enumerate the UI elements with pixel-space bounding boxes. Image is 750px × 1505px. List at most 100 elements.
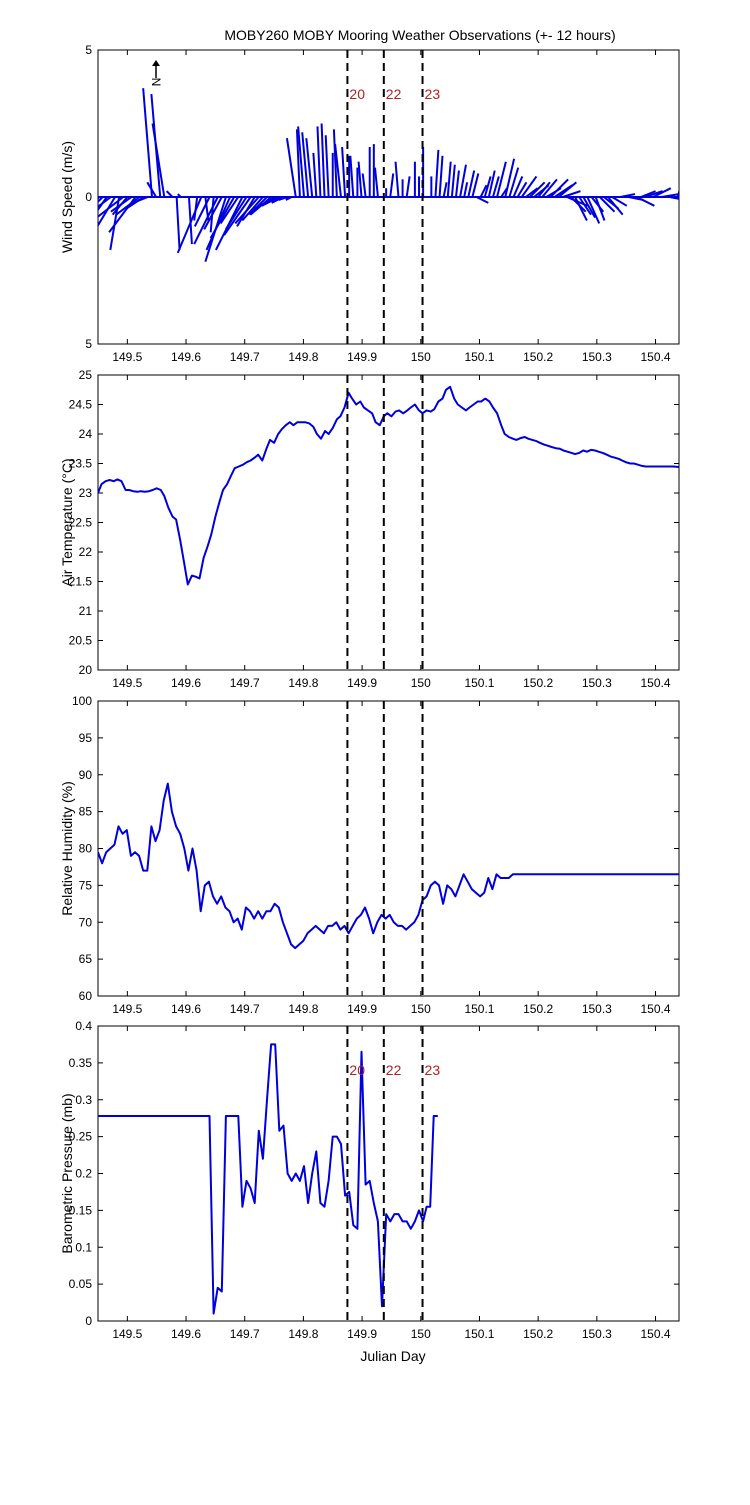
wind-x-tick-label: 149.8 (288, 350, 318, 364)
wind-vector (516, 181, 528, 198)
humidity-x-tick-label: 150.2 (523, 1002, 553, 1016)
air-temp-x-tick-label: 150.4 (641, 676, 671, 690)
wind-vector (316, 126, 322, 198)
pressure-y-tick-label: 0.25 (69, 1130, 93, 1144)
wind-vector (611, 196, 628, 207)
wind-vector (341, 146, 347, 198)
wind-vector (142, 88, 153, 198)
air-temperature-panel: 149.5 149.6 149.7 149.8 149.9 150 150.1 150.2 15… (59, 368, 680, 690)
north-arrow-icon: N (149, 60, 163, 86)
wind-vector (219, 196, 240, 225)
air-temp-x-tick-label: 150.2 (523, 676, 553, 690)
air-temp-x-tick-label: 149.5 (112, 676, 142, 690)
wind-vector (558, 181, 577, 198)
air-temp-plot-area (98, 385, 679, 586)
wind-x-tick-label: 150.3 (582, 350, 612, 364)
pressure-y-tick-label: 0.35 (69, 1056, 93, 1070)
humidity-y-tick-label: 70 (79, 915, 93, 929)
pressure-x-tick-label: 150.4 (641, 1327, 671, 1341)
wind-y-tick-label: 5 (85, 337, 92, 351)
pressure-y-tick-label: 0.3 (75, 1093, 92, 1107)
wind-vector (297, 126, 305, 198)
wind-vector (193, 196, 219, 245)
air-temp-x-tick-label: 150 (411, 676, 431, 690)
wind-vector (669, 196, 679, 200)
wind-vector (446, 161, 452, 198)
air-temp-x-tick-label: 150.3 (582, 676, 612, 690)
wind-x-tick-label: 150 (411, 350, 431, 364)
wind-vector (454, 170, 460, 198)
wind-vector (599, 196, 616, 213)
air-temp-axes-frame (97, 374, 680, 671)
wind-vector (332, 129, 338, 198)
wind-vector (405, 176, 411, 198)
wind-y-axis-label: Wind Speed (m/s) (59, 141, 75, 253)
wind-vector (450, 164, 456, 198)
humidity-plot-area (98, 782, 679, 950)
wind-vector (324, 135, 330, 198)
wind-vector (487, 170, 496, 198)
wind-vector (261, 196, 280, 207)
wind-vector (132, 196, 149, 204)
wind-plot-area (98, 88, 679, 262)
wind-x-tick-label: 149.5 (112, 350, 142, 364)
wind-vector (520, 175, 538, 198)
wind-vector (374, 167, 379, 198)
humidity-y-tick-label: 85 (79, 805, 93, 819)
air-temp-x-tick-label: 149.7 (230, 676, 260, 690)
wind-vector (146, 181, 157, 198)
wind-vector (357, 161, 363, 198)
air-temp-y-tick-label: 21 (79, 604, 93, 618)
wind-vector (209, 196, 236, 239)
wind-vector (525, 187, 539, 198)
wind-vector (177, 193, 182, 198)
wind-vector (512, 176, 524, 198)
air-temp-y-axis-label: Air Temperature (°C) (59, 458, 75, 586)
pressure-x-tick-label: 150.1 (464, 1327, 494, 1341)
wind-vector (223, 196, 252, 236)
wind-vector (193, 196, 211, 227)
air-temp-y-tick-label: 21.5 (69, 575, 93, 589)
wind-vector (479, 184, 488, 198)
wind-vector (434, 149, 440, 198)
air-temp-y-tick-label: 24 (79, 427, 93, 441)
wind-vector (508, 167, 520, 198)
relative-humidity-panel: 149.5 149.6 149.7 149.8 149.9 150 150.1 150.2 15… (59, 694, 680, 1016)
wind-vector (504, 158, 516, 198)
wind-vector (295, 129, 301, 198)
wind-x-tick-label: 150.1 (464, 350, 494, 364)
humidity-x-tick-label: 149.6 (171, 1002, 201, 1016)
wind-y-tick-label: 0 (85, 190, 92, 204)
wind-vector (98, 196, 116, 227)
wind-vector (644, 190, 663, 198)
pressure-y-tick-label: 0.05 (69, 1277, 93, 1291)
wind-x-tick-label: 149.7 (230, 350, 260, 364)
air-temp-y-tick-label: 22 (79, 545, 93, 559)
wind-vector (165, 190, 174, 198)
wind-vector (537, 181, 551, 198)
wind-speed-panel: 149.5 149.6 149.7 149.8 149.9 150 150.1 150.2 15… (59, 43, 680, 364)
wind-vector (471, 173, 480, 198)
wind-vector (175, 196, 181, 250)
humidity-series-line (98, 782, 679, 950)
humidity-x-tick-label: 150 (411, 1002, 431, 1016)
wind-marker-label: 20 (349, 86, 365, 102)
wind-vector (394, 161, 400, 198)
wind-vector (476, 196, 489, 204)
wind-y-tick-label: 5 (85, 43, 92, 57)
air-temp-y-tick-label: 25 (79, 368, 93, 382)
pressure-x-tick-label: 149.6 (171, 1327, 201, 1341)
wind-vector (562, 190, 581, 198)
pressure-x-tick-label: 149.5 (112, 1327, 142, 1341)
pressure-marker-label: 20 (349, 1062, 365, 1078)
humidity-x-tick-label: 150.1 (464, 1002, 494, 1016)
wind-vector (586, 196, 601, 224)
pressure-marker-label: 23 (425, 1062, 441, 1078)
pressure-x-tick-label: 150 (411, 1327, 431, 1341)
pressure-x-tick-label: 149.7 (230, 1327, 260, 1341)
air-temp-y-tick-label: 23.5 (69, 457, 93, 471)
wind-vector (234, 196, 260, 225)
wind-x-tick-label: 149.9 (347, 350, 377, 364)
